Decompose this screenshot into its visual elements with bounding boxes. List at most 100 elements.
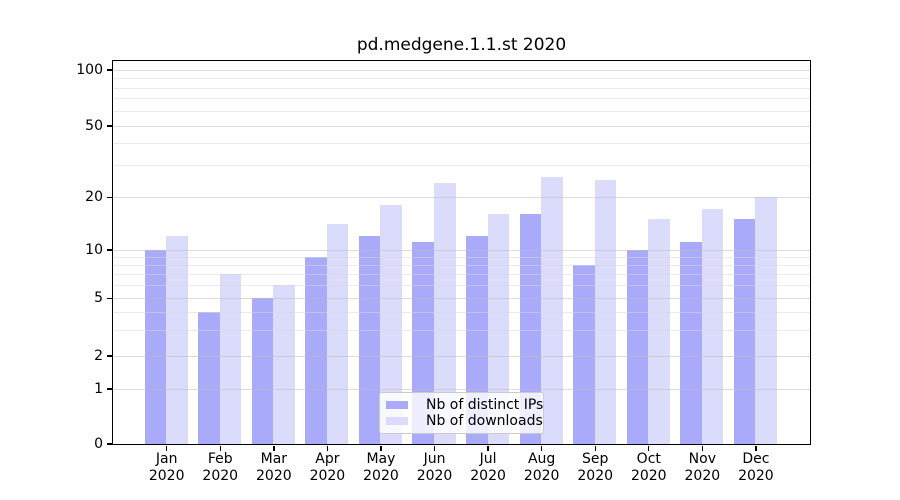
- y-label-2: 2: [94, 347, 103, 364]
- bar-jan-downloads: [166, 235, 188, 444]
- bar-aug-distinct-ips: [519, 214, 542, 444]
- gridline-minor-4: [112, 311, 810, 313]
- bar-nov-downloads: [701, 209, 724, 444]
- x-label-year: 2020: [202, 467, 239, 484]
- gridline-minor-90: [112, 78, 810, 79]
- x-tick-oct: [648, 445, 650, 451]
- x-label-year: 2020: [630, 467, 667, 484]
- bar-feb-downloads: [219, 274, 242, 444]
- x-label-month: Sep: [582, 451, 609, 467]
- x-label-year: 2020: [148, 467, 185, 484]
- x-label-dec: Dec 2020: [724, 451, 788, 484]
- x-label-month: Jul: [479, 451, 497, 467]
- x-label-aug: Aug 2020: [510, 451, 574, 484]
- bar-mar-distinct-ips: [251, 297, 274, 444]
- bar-jul-distinct-ips: [465, 235, 488, 444]
- x-tick-may: [380, 445, 382, 451]
- gridline-minor-9: [112, 256, 810, 258]
- gridline-major-1: [112, 388, 810, 390]
- plot-area: [111, 59, 811, 445]
- x-label-nov: Nov 2020: [670, 451, 734, 484]
- x-label-month: Apr: [315, 451, 340, 467]
- bar-jan-distinct-ips: [144, 249, 167, 444]
- x-label-year: 2020: [577, 467, 614, 484]
- x-tick-sep: [594, 445, 596, 451]
- bar-dec-downloads: [755, 197, 777, 444]
- x-tick-mar: [273, 445, 275, 451]
- gridline-minor-60: [112, 110, 810, 112]
- y-tick-100: [106, 69, 113, 71]
- bar-mar-downloads: [273, 285, 295, 444]
- gridline-major-20: [112, 197, 810, 199]
- gridline-minor-8: [112, 265, 810, 267]
- bar-dec-distinct-ips: [733, 218, 756, 444]
- chart-title: pd.medgene.1.1.st 2020: [356, 35, 567, 55]
- x-label-month: Oct: [636, 451, 661, 467]
- legend: Nb of distinct IPs Nb of downloads: [379, 392, 544, 434]
- x-label-jun: Jun 2020: [403, 451, 467, 484]
- gridline-major-2: [112, 355, 810, 357]
- y-label-10: 10: [85, 241, 103, 258]
- x-tick-nov: [701, 445, 704, 451]
- y-label-50: 50: [85, 117, 103, 134]
- legend-entry-distinct-ips: Nb of distinct IPs: [386, 397, 543, 413]
- y-tick-10: [106, 249, 113, 251]
- legend-swatch-distinct-ips: [386, 401, 408, 409]
- bar-oct-downloads: [648, 218, 670, 444]
- x-label-year: 2020: [416, 467, 453, 484]
- legend-label-distinct-ips: Nb of distinct IPs: [426, 397, 544, 413]
- y-tick-50: [106, 125, 113, 127]
- x-label-year: 2020: [256, 467, 292, 484]
- gridline-major-5: [112, 297, 810, 299]
- gridline-major-100: [112, 69, 810, 71]
- x-tick-jul: [487, 445, 489, 451]
- bar-nov-distinct-ips: [680, 242, 702, 444]
- x-label-jul: Jul 2020: [456, 451, 520, 484]
- x-label-jan: Jan 2020: [135, 451, 199, 484]
- gridline-minor-70: [112, 98, 810, 100]
- x-tick-jun: [433, 445, 436, 451]
- gridline-minor-3: [112, 329, 810, 331]
- y-tick-0: [106, 443, 113, 445]
- gridline-minor-7: [112, 274, 810, 276]
- bar-apr-distinct-ips: [305, 256, 327, 444]
- bar-may-distinct-ips: [358, 235, 381, 444]
- x-label-month: Feb: [207, 451, 233, 467]
- x-label-year: 2020: [738, 467, 774, 484]
- x-label-may: May 2020: [349, 451, 413, 484]
- y-label-0: 0: [94, 435, 103, 452]
- x-label-month: Mar: [260, 451, 288, 467]
- bar-oct-distinct-ips: [626, 249, 649, 444]
- y-tick-20: [106, 197, 113, 199]
- x-label-year: 2020: [363, 467, 399, 484]
- y-tick-5: [106, 297, 113, 299]
- x-label-apr: Apr 2020: [295, 451, 359, 484]
- x-label-month: Dec: [742, 451, 770, 467]
- bar-jun-downloads: [434, 182, 456, 444]
- bar-jul-downloads: [487, 214, 510, 444]
- gridline-minor-6: [112, 285, 810, 287]
- x-label-sep: Sep 2020: [563, 451, 627, 484]
- x-label-month: Aug: [527, 451, 556, 467]
- y-tick-1: [106, 388, 113, 390]
- x-tick-feb: [219, 445, 221, 451]
- bar-may-downloads: [380, 205, 403, 444]
- y-label-20: 20: [85, 189, 103, 206]
- x-label-oct: Oct 2020: [617, 451, 681, 484]
- x-tick-dec: [755, 445, 757, 451]
- gridline-major-50: [112, 125, 810, 127]
- bar-sep-downloads: [594, 179, 617, 444]
- bar-sep-distinct-ips: [573, 265, 595, 444]
- x-label-year: 2020: [470, 467, 506, 484]
- x-tick-aug: [540, 445, 543, 451]
- x-label-year: 2020: [684, 467, 721, 484]
- x-label-mar: Mar 2020: [242, 451, 306, 484]
- gridline-major-10: [112, 249, 810, 251]
- y-label-5: 5: [94, 289, 103, 306]
- x-label-year: 2020: [523, 467, 560, 484]
- x-label-month: Nov: [688, 451, 716, 467]
- x-tick-jan: [166, 445, 168, 451]
- x-label-month: Jan: [155, 451, 178, 467]
- x-tick-apr: [326, 445, 329, 451]
